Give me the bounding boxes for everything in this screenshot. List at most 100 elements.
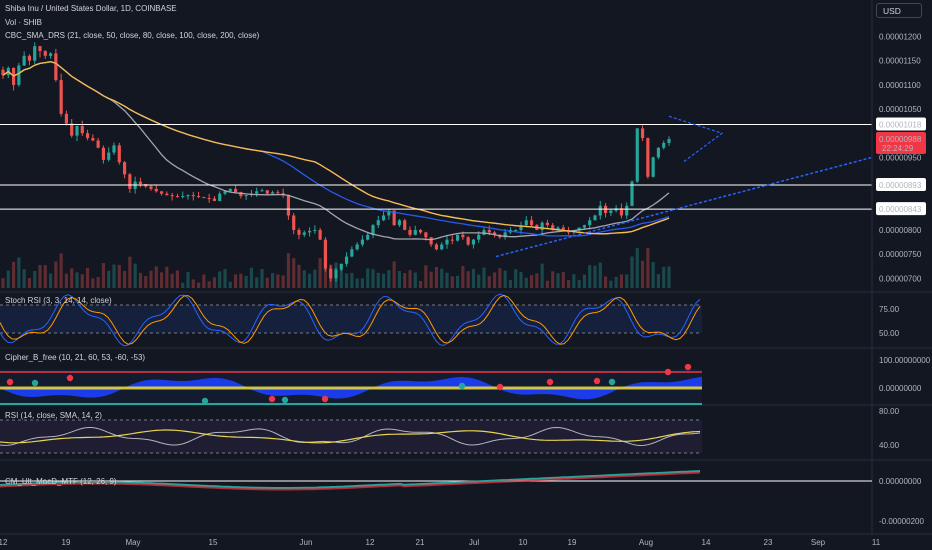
candle-body[interactable] <box>656 147 661 158</box>
candle-body[interactable] <box>297 229 301 235</box>
candle-body[interactable] <box>323 239 328 269</box>
candle-body[interactable] <box>244 195 248 197</box>
candle-body[interactable] <box>302 232 306 235</box>
candle-body[interactable] <box>54 53 58 81</box>
candle-body[interactable] <box>170 195 174 197</box>
candle-body[interactable] <box>466 237 470 245</box>
candle-body[interactable] <box>228 188 232 192</box>
candle-body[interactable] <box>540 222 544 230</box>
cipher-signal-dot[interactable] <box>593 377 601 385</box>
candle-body[interactable] <box>181 196 185 198</box>
price-axis[interactable]: 0.00001018 0.00000893 0.00000843 0.00001200… <box>876 33 931 526</box>
candle-body[interactable] <box>218 193 222 201</box>
candle-body[interactable] <box>339 263 343 270</box>
candle-body[interactable] <box>350 249 354 257</box>
candle-body[interactable] <box>619 208 624 216</box>
candle-body[interactable] <box>403 220 407 230</box>
candle-body[interactable] <box>276 192 280 194</box>
sma-line-21[interactable] <box>2 61 670 241</box>
candle-body[interactable] <box>355 244 359 250</box>
candle-body[interactable] <box>43 51 47 56</box>
candle-body[interactable] <box>588 220 592 226</box>
candle-body[interactable] <box>598 205 602 216</box>
candle-body[interactable] <box>212 198 217 201</box>
candle-body[interactable] <box>191 195 195 197</box>
candle-body[interactable] <box>233 188 238 193</box>
candle-body[interactable] <box>524 220 528 226</box>
candle-body[interactable] <box>625 205 629 216</box>
cipher-signal-dot[interactable] <box>281 396 289 404</box>
candle-body[interactable] <box>551 225 555 230</box>
candle-body[interactable] <box>582 225 587 228</box>
candle-body[interactable] <box>1 69 5 76</box>
candle-body[interactable] <box>101 147 106 160</box>
candle-body[interactable] <box>514 229 518 231</box>
candle-body[interactable] <box>91 138 95 141</box>
cipher-signal-dot[interactable] <box>458 382 466 390</box>
candle-body[interactable] <box>408 229 412 235</box>
candle-body[interactable] <box>371 225 375 235</box>
candle-body[interactable] <box>418 229 423 233</box>
cipher-signal-dot[interactable] <box>608 378 616 386</box>
candle-body[interactable] <box>545 222 550 226</box>
candle-body[interactable] <box>609 210 613 214</box>
candle-body[interactable] <box>313 229 317 231</box>
cipher-signal-dot[interactable] <box>496 383 504 391</box>
candle-body[interactable] <box>202 197 206 199</box>
candle-body[interactable] <box>593 215 597 221</box>
candle-body[interactable] <box>48 53 53 56</box>
candle-body[interactable] <box>149 186 153 189</box>
candle-body[interactable] <box>70 123 74 136</box>
candle-body[interactable] <box>503 232 507 238</box>
candle-body[interactable] <box>387 210 391 216</box>
candle-body[interactable] <box>434 244 439 250</box>
candle-body[interactable] <box>239 192 243 197</box>
macd-line[interactable] <box>0 470 701 489</box>
candle-body[interactable] <box>651 157 655 177</box>
candle-body[interactable] <box>482 229 486 235</box>
candle-body[interactable] <box>33 46 37 61</box>
candle-body[interactable] <box>360 239 365 245</box>
candle-body[interactable] <box>519 225 523 230</box>
candle-body[interactable] <box>471 239 476 245</box>
candle-body[interactable] <box>477 234 481 240</box>
cipher-signal-dot[interactable] <box>201 397 209 405</box>
candle-body[interactable] <box>80 125 84 134</box>
candle-body[interactable] <box>107 152 111 160</box>
stoch-k-line[interactable] <box>0 293 701 347</box>
cipher-signal-dot[interactable] <box>321 395 329 403</box>
candle-body[interactable] <box>286 195 291 216</box>
candle-body[interactable] <box>392 210 396 226</box>
candle-body[interactable] <box>186 195 190 197</box>
candle-body[interactable] <box>59 80 63 114</box>
sma-line-200[interactable] <box>2 61 670 235</box>
currency-button[interactable]: USD <box>876 3 922 18</box>
candle-body[interactable] <box>38 46 42 52</box>
candle-body[interactable] <box>381 215 386 221</box>
candle-body[interactable] <box>17 65 21 85</box>
cipher-signal-dot[interactable] <box>66 374 74 382</box>
candle-body[interactable] <box>461 234 465 238</box>
candle-body[interactable] <box>329 268 333 279</box>
candle-body[interactable] <box>128 174 132 189</box>
candle-body[interactable] <box>640 128 645 139</box>
candle-body[interactable] <box>318 229 322 240</box>
time-axis[interactable]: 12 19 May 15 Jun 12 21 Jul 10 19 Aug 14 23 Sep 11 <box>0 538 881 547</box>
cipher-signal-dot[interactable] <box>546 378 554 386</box>
candle-body[interactable] <box>344 256 349 264</box>
candle-body[interactable] <box>122 162 127 175</box>
candle-body[interactable] <box>64 113 69 124</box>
candle-body[interactable] <box>165 193 169 196</box>
triangle-pattern[interactable] <box>668 115 724 163</box>
cipher-signal-dot[interactable] <box>664 368 672 376</box>
candle-body[interactable] <box>376 220 380 226</box>
candle-body[interactable] <box>492 232 497 235</box>
price-pane[interactable] <box>0 42 873 288</box>
candle-body[interactable] <box>529 220 534 226</box>
candle-body[interactable] <box>75 125 79 136</box>
candle-body[interactable] <box>455 234 460 241</box>
macd-signal-line[interactable] <box>0 471 701 491</box>
candle-body[interactable] <box>22 55 26 66</box>
candle-body[interactable] <box>196 196 201 198</box>
candle-body[interactable] <box>366 234 370 240</box>
